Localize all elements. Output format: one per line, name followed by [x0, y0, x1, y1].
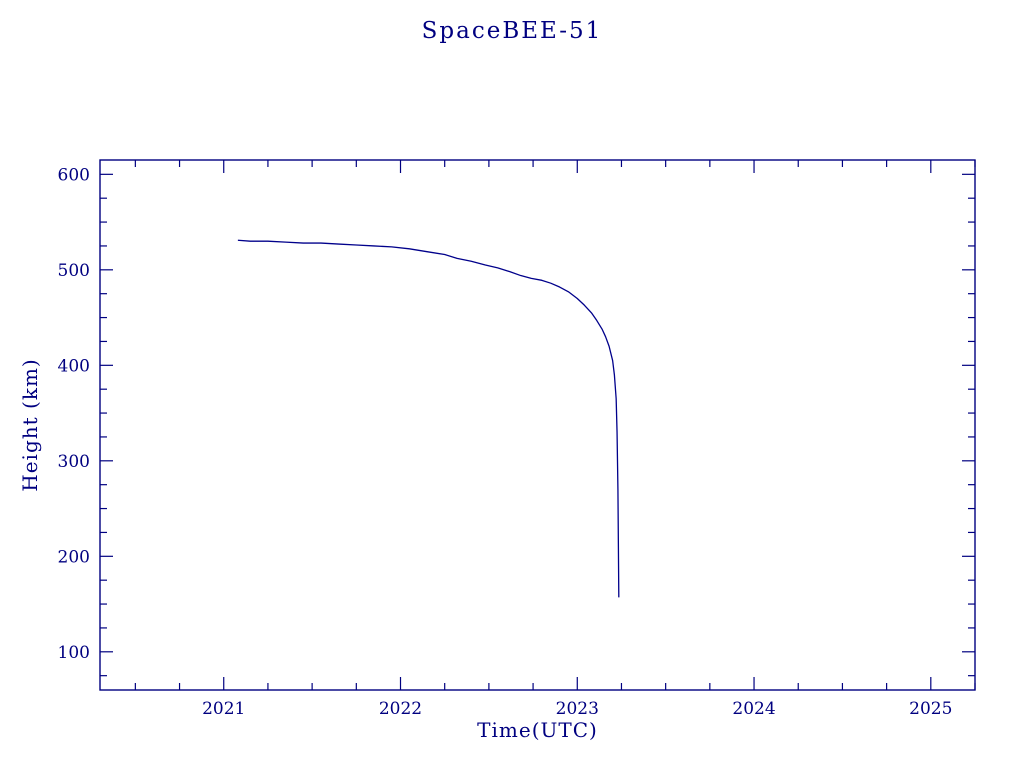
x-tick-label: 2022 [379, 699, 422, 719]
y-tick-label: 500 [58, 261, 90, 281]
x-tick-label: 2025 [909, 699, 952, 719]
decay-line [237, 239, 620, 598]
y-tick-label: 600 [58, 165, 90, 185]
plot-border [99, 159, 976, 691]
x-axis-label: Time(UTC) [477, 718, 598, 742]
y-tick-label: 200 [58, 547, 90, 567]
y-axis-label-text: Height (km) [18, 358, 42, 492]
y-tick-label: 400 [58, 356, 90, 376]
y-tick-label: 300 [58, 452, 90, 472]
x-tick-label: 2021 [202, 699, 245, 719]
x-tick-label: 2024 [732, 699, 775, 719]
chart-title: SpaceBEE-51 [421, 18, 603, 44]
x-tick-label: 2023 [556, 699, 599, 719]
y-tick-label: 100 [58, 643, 90, 663]
